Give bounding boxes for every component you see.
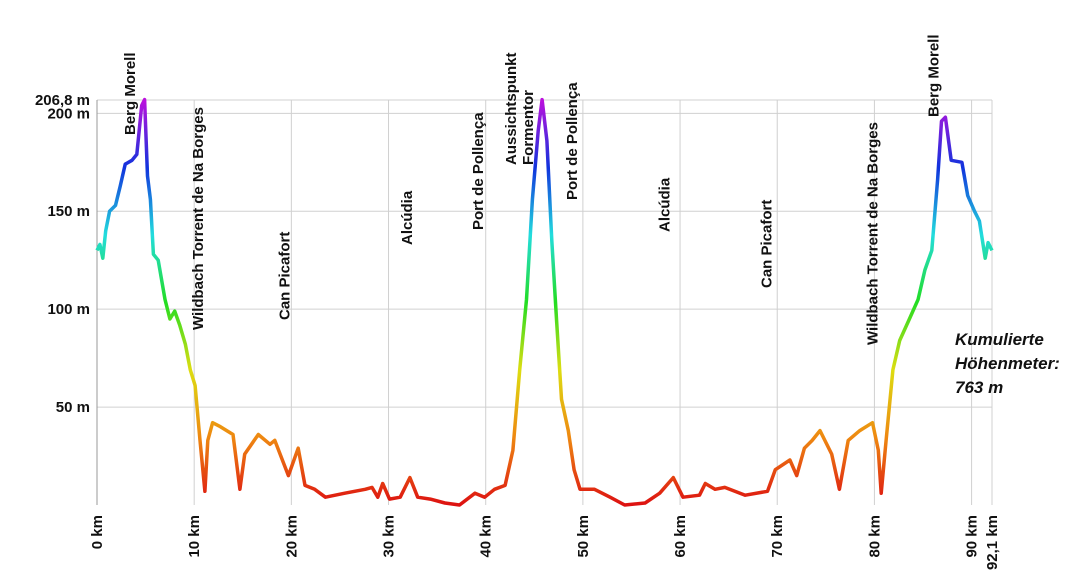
annotation: Berg Morell: [926, 34, 943, 117]
elevation-line: [95, 97, 994, 507]
annotation: Berg Morell: [122, 52, 139, 135]
annotation: Can Picafort: [277, 232, 294, 320]
y-tick-label: 200 m: [47, 105, 90, 122]
y-tick-label: 206,8 m: [35, 92, 90, 109]
annotation: Port de Pollença: [564, 82, 581, 200]
note: 763 m: [955, 378, 1003, 397]
annotation: Formentor: [520, 90, 537, 165]
y-tick-label: 50 m: [56, 399, 90, 416]
y-tick-label: 100 m: [47, 301, 90, 318]
annotation: Port de Pollença: [470, 112, 487, 230]
x-tick-label: 92,1 km: [984, 515, 1001, 570]
y-tick-label: 150 m: [47, 203, 90, 220]
x-tick-label: 0 km: [89, 515, 106, 549]
annotation: Can Picafort: [759, 200, 776, 288]
x-tick-label: 90 km: [964, 515, 981, 558]
annotation: Alcúdia: [399, 190, 416, 245]
x-tick-label: 40 km: [478, 515, 495, 558]
annotation: Aussichtspunkt: [503, 52, 520, 165]
note: Kumulierte: [955, 330, 1044, 349]
x-tick-label: 30 km: [381, 515, 398, 558]
x-tick-label: 70 km: [769, 515, 786, 558]
annotation: Wildbach Torrent de Na Borges: [864, 122, 881, 345]
annotation: Alcúdia: [657, 177, 674, 232]
x-tick-label: 80 km: [866, 515, 883, 558]
x-tick-label: 60 km: [672, 515, 689, 558]
note: Höhenmeter:: [955, 354, 1060, 373]
annotation: Wildbach Torrent de Na Borges: [190, 107, 207, 330]
x-tick-label: 10 km: [186, 515, 203, 558]
x-tick-label: 50 km: [575, 515, 592, 558]
x-tick-label: 20 km: [283, 515, 300, 558]
